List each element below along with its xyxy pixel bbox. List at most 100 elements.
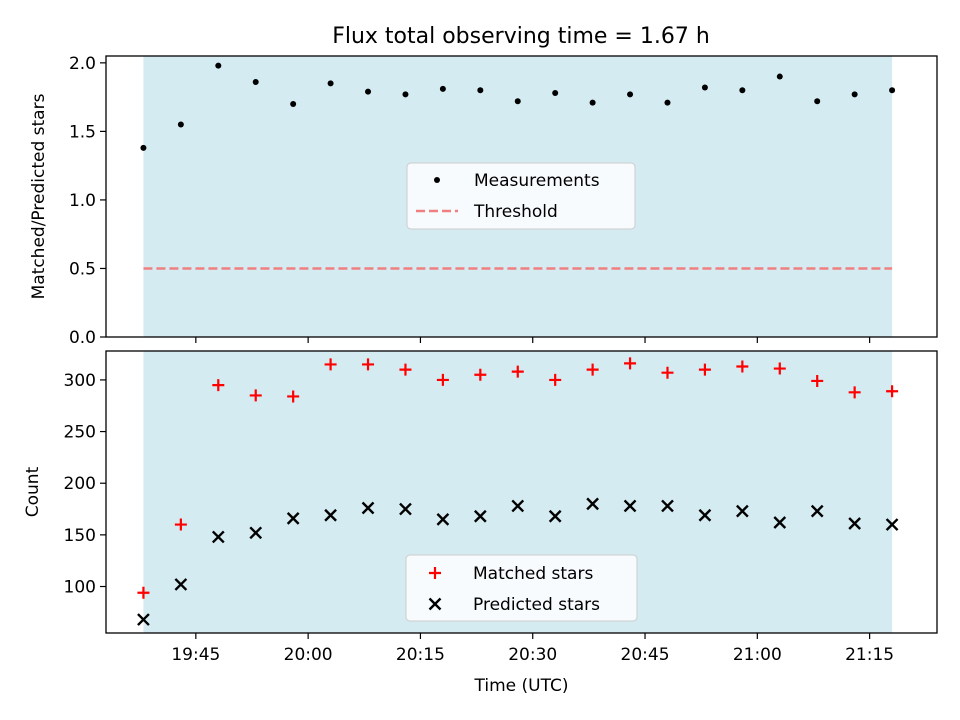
bottom-y-axis-label: Count [23,466,43,517]
matched-star-point [212,379,225,392]
legend-label-threshold: Threshold [473,202,558,222]
matched-star-point [698,363,711,376]
predicted-star-point [810,504,824,518]
matched-star-point [324,358,337,371]
matched-star-point [586,363,599,376]
measurement-point [814,98,821,105]
predicted-star-point [436,513,450,526]
matched-star-point [661,366,674,379]
predicted-star-point [399,502,412,516]
predicted-star-point [548,509,562,523]
matched-star-point [811,374,824,387]
top-y-tick-label: 0.0 [69,328,96,348]
measurement-point [627,91,634,98]
top-y-tick-label: 1.5 [69,122,96,142]
top-y-tick-label: 0.5 [69,259,96,279]
predicted-star-point [511,499,525,513]
matched-star-point [287,390,300,403]
matched-star-point [399,363,412,376]
measurement-point [327,80,334,87]
predicted-star-point [773,516,787,529]
predicted-star-point [586,497,599,511]
predicted-star-point [848,517,861,530]
matched-star-point [174,518,187,531]
measurement-point [552,90,559,97]
bottom-y-tick-label: 150 [64,526,96,546]
legend-marker-predicted-stars [428,597,442,611]
predicted-star-point [361,501,375,515]
measurement-point [514,98,521,105]
predicted-star-point [698,508,712,522]
legend-marker-matched-stars [429,567,441,579]
chart-title: Flux total observing time = 1.67 h [332,24,710,49]
bottom-axes-frame [105,350,938,634]
bottom-legend-box [405,554,638,622]
predicted-star-point [736,504,749,518]
matched-star-point [773,362,786,375]
top-y-axis-label: Matched/Predicted stars [29,93,49,299]
legend-marker-measurements [434,177,440,183]
legend-label-predicted-stars: Predicted stars [473,595,600,615]
measurement-point [439,85,446,92]
predicted-star-point [286,511,300,525]
matched-star-point [848,386,861,399]
x-tick-label-21-00: 21:00 [733,645,782,665]
x-tick-label-20-30: 20:30 [508,645,557,665]
measurement-point [851,91,858,98]
matched-star-point [549,373,562,386]
matched-star-point [736,360,749,373]
predicted-star-point [324,508,337,522]
matched-star-point [886,385,899,398]
top-y-tick-label: 2.0 [69,54,96,74]
bottom-y-tick-label: 100 [64,578,96,598]
bottom-legend: Matched stars Predicted stars [405,554,638,622]
top-axes-frame [105,55,938,338]
measurement-point [739,87,746,94]
bottom-y-tick-label: 300 [64,371,96,391]
predicted-star-point [623,499,637,513]
measurement-point [664,99,671,106]
predicted-star-point [885,518,899,531]
top-legend-box [406,162,636,230]
top-legend: Measurements Threshold [406,162,636,230]
matched-star-point [624,357,637,370]
bottom-y-tick-label: 250 [64,423,96,443]
measurement-point [776,73,783,80]
measurement-point [290,100,297,107]
bottom-panel: 100 150 200 250 300 19:45 20:00 20:15 20:30 20:45… [23,350,938,696]
predicted-star-point [211,530,225,544]
top-y-tick-label: 1.0 [69,191,96,211]
x-tick-label-20-45: 20:45 [621,645,670,665]
bottom-y-tick-label: 200 [64,474,96,494]
matched-star-point [511,365,524,378]
matched-star-point [362,358,375,371]
matched-star-point [137,586,150,599]
x-tick-label-21-15: 21:15 [845,645,894,665]
measurement-point [402,91,409,98]
measurement-point [140,144,147,151]
x-tick-label-19-45: 19:45 [171,645,220,665]
measurement-point [477,87,484,94]
measurement-point [701,84,708,91]
legend-label-measurements: Measurements [474,171,600,191]
matched-star-point [249,389,262,402]
measurement-point [889,87,896,94]
x-axis-label: Time (UTC) [474,676,569,696]
predicted-star-point [174,578,188,591]
predicted-star-point [249,526,263,540]
measurement-point [177,121,184,128]
legend-label-matched-stars: Matched stars [473,564,593,584]
measurement-point [365,88,372,95]
x-tick-label-20-00: 20:00 [284,645,333,665]
x-tick-label-20-15: 20:15 [396,645,445,665]
matched-star-point [474,368,487,381]
predicted-star-point [661,499,674,513]
measurement-point [589,99,596,106]
matched-star-point [436,373,449,386]
predicted-star-point [473,509,487,523]
predicted-star-point [137,613,150,626]
top-panel: 0.00.51.01.52.0 Matched/Predicted stars … [29,54,938,348]
measurement-point [252,79,259,86]
measurement-point [215,62,222,69]
